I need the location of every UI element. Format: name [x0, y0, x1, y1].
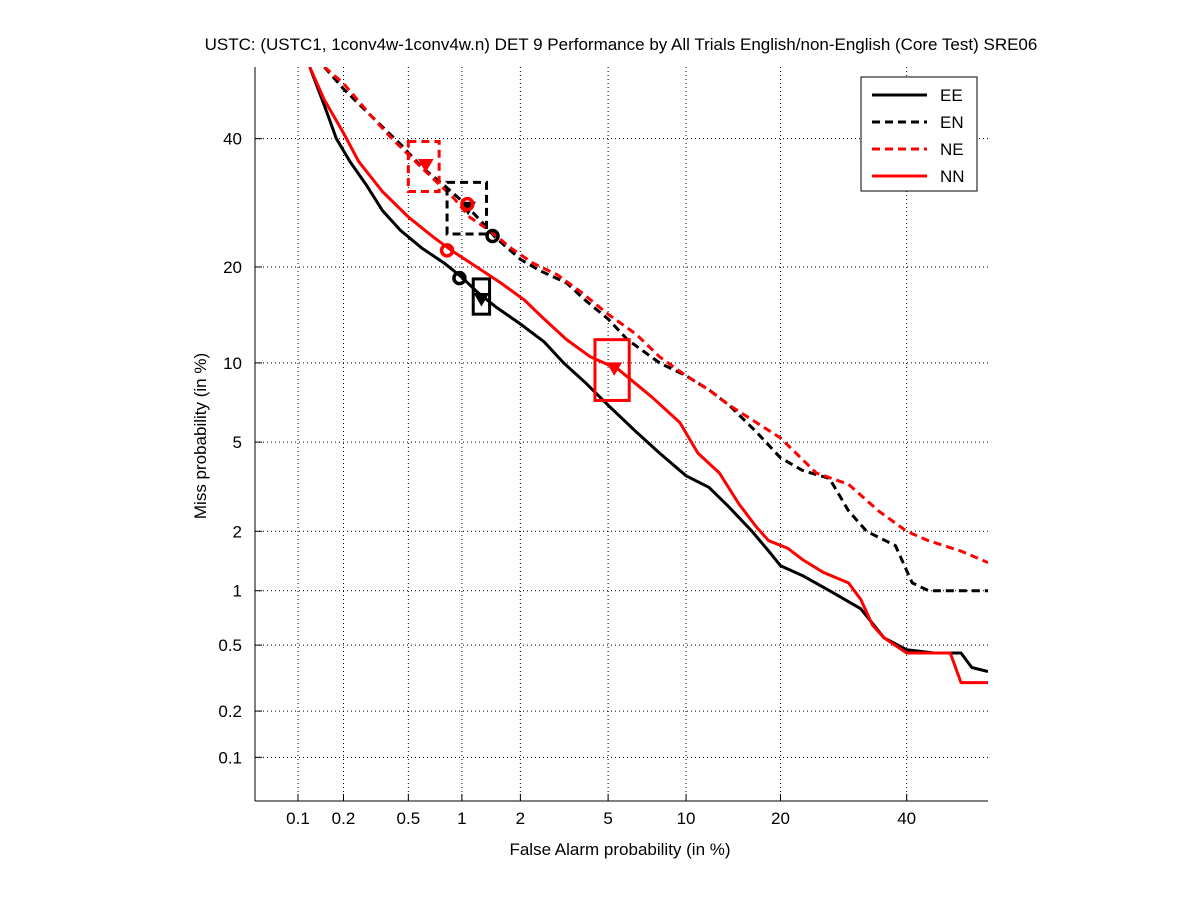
act-dcf-box-nn — [593, 338, 631, 402]
act-dcf-box-ne — [406, 139, 441, 194]
dcf-markers — [406, 139, 631, 402]
x-tick-label: 20 — [771, 809, 790, 828]
min-dcf-marker-en — [485, 228, 500, 244]
chart-title: USTC: (USTC1, 1conv4w-1conv4w.n) DET 9 P… — [205, 35, 1038, 54]
y-tick-label: 10 — [223, 354, 242, 373]
y-tick-label: 1 — [233, 582, 242, 601]
y-tick-label: 0.2 — [218, 702, 242, 721]
x-tick-label: 0.5 — [397, 809, 421, 828]
x-tick-label: 40 — [897, 809, 916, 828]
act-dcf-marker-ee — [473, 292, 490, 307]
legend: EE EN NE NN — [860, 76, 978, 192]
min-dcf-marker-ee — [452, 270, 467, 286]
y-tick-label: 5 — [233, 433, 242, 452]
x-tick-label: 10 — [677, 809, 696, 828]
legend-label-en: EN — [940, 113, 964, 132]
legend-label-ee: EE — [940, 86, 963, 105]
y-tick-label: 2 — [233, 522, 242, 541]
legend-label-ne: NE — [940, 140, 964, 159]
x-axis-label: False Alarm probability (in %) — [509, 840, 730, 859]
y-axis-label: Miss probability (in %) — [191, 353, 210, 519]
act-dcf-marker-ne — [417, 159, 434, 173]
min-dcf-marker-nn — [439, 243, 455, 258]
x-tick-label: 1 — [457, 809, 466, 828]
y-tick-label: 0.5 — [218, 636, 242, 655]
act-dcf-marker-nn — [606, 362, 623, 376]
legend-label-nn: NN — [940, 167, 965, 186]
axes: 0.1 0.2 0.5 1 2 5 10 20 40 0.1 0.2 0.5 1 2 5 10 20 40 — [218, 67, 988, 828]
min-dcf-marker-ne — [460, 196, 475, 212]
x-tick-label: 0.2 — [332, 809, 356, 828]
y-tick-label: 20 — [223, 258, 242, 277]
act-dcf-box-en — [445, 180, 489, 236]
act-dcf-box-ee — [471, 277, 492, 316]
x-tick-label: 5 — [603, 809, 612, 828]
x-tick-label: 0.1 — [286, 809, 310, 828]
y-tick-label: 40 — [223, 130, 242, 149]
y-tick-label: 0.1 — [218, 748, 242, 767]
x-tick-label: 2 — [516, 809, 525, 828]
series-line-nn — [308, 67, 988, 685]
